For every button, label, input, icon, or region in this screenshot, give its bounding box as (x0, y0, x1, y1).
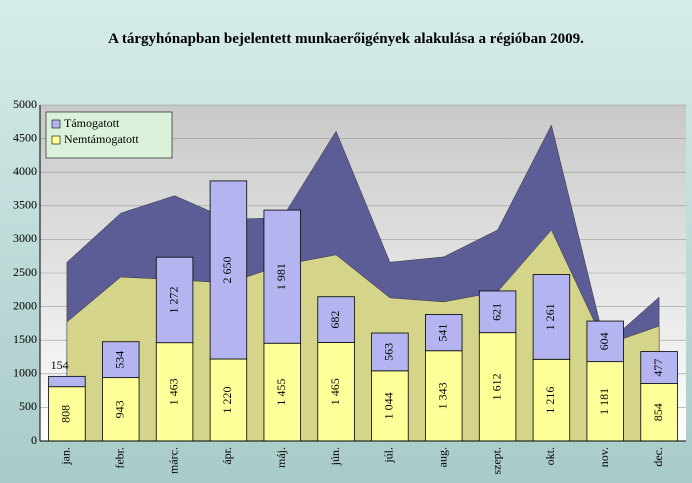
data-label: 1 220 (220, 387, 234, 414)
data-label: 2 650 (220, 256, 234, 283)
y-tick-label: 2500 (13, 265, 37, 279)
bar (48, 386, 86, 442)
chart-title: A tárgyhónapban bejelentett munkaerőigén… (108, 31, 584, 47)
bar (586, 320, 624, 363)
data-label: 1 343 (436, 382, 450, 409)
y-tick-label: 2000 (13, 298, 37, 312)
x-tick-label: aug. (436, 447, 450, 467)
data-label: 563 (382, 343, 396, 361)
bar (371, 370, 409, 442)
data-label: 1 981 (274, 263, 288, 290)
data-label: 154 (51, 358, 69, 372)
data-label: 1 261 (543, 303, 557, 330)
y-tick-label: 1500 (13, 332, 37, 346)
x-tick-label: febr. (113, 447, 127, 469)
data-label: 1 465 (328, 378, 342, 405)
data-label: 1 044 (382, 392, 396, 419)
x-tick-label: máj. (274, 447, 288, 468)
bar (263, 209, 301, 344)
bar (586, 361, 624, 442)
data-label: 682 (328, 311, 342, 329)
bar (209, 358, 248, 442)
bar (532, 274, 571, 360)
x-tick-label: jan. (59, 447, 73, 466)
bar (48, 375, 86, 388)
legend-swatch (51, 135, 61, 145)
data-label: 854 (651, 403, 665, 421)
bar (263, 342, 301, 442)
bar (102, 341, 140, 379)
legend-swatch (51, 119, 61, 129)
y-tick-label: 500 (19, 399, 37, 413)
data-label: 1 272 (166, 286, 180, 313)
x-tick-label: dec. (651, 447, 665, 467)
bar (640, 351, 678, 385)
bar (209, 180, 248, 360)
x-tick-label: okt. (543, 447, 557, 465)
data-label: 604 (597, 332, 611, 350)
legend-label: Nemtámogatott (64, 132, 139, 146)
y-tick-label: 3000 (13, 231, 37, 245)
y-tick-label: 1000 (13, 366, 37, 380)
bar (478, 290, 517, 334)
legend-box (45, 111, 173, 159)
data-label: 621 (489, 303, 503, 321)
x-tick-label: júl. (382, 447, 396, 464)
bar (155, 256, 194, 344)
data-label: 1 455 (274, 379, 288, 406)
x-tick-label: jún. (328, 447, 342, 466)
y-tick-label: 3500 (13, 198, 37, 212)
x-tick-label: szept. (489, 447, 503, 475)
data-label: 541 (436, 324, 450, 342)
data-label: 808 (59, 405, 73, 423)
bar (425, 313, 463, 352)
bar (640, 383, 678, 442)
y-tick-label: 4000 (13, 164, 37, 178)
bar (532, 358, 571, 442)
x-tick-label: nov. (597, 447, 611, 467)
bar (155, 342, 194, 442)
y-tick-label: 4500 (13, 130, 37, 144)
bar (102, 377, 140, 442)
data-label: 1 612 (489, 373, 503, 400)
data-label: 1 181 (597, 388, 611, 415)
bar (478, 332, 517, 442)
x-tick-label: ápr. (220, 447, 234, 465)
legend-label: Támogatott (64, 116, 120, 130)
data-label: 534 (113, 351, 127, 369)
y-tick-label: 0 (31, 433, 37, 447)
data-label: 1 216 (543, 387, 557, 414)
x-tick-label: márc. (166, 447, 180, 474)
data-label: 477 (651, 359, 665, 377)
bar (371, 332, 409, 372)
y-tick-label: 5000 (13, 97, 37, 111)
bar (317, 296, 355, 343)
data-label: 1 463 (166, 378, 180, 405)
bar (425, 350, 463, 442)
data-label: 943 (113, 400, 127, 418)
